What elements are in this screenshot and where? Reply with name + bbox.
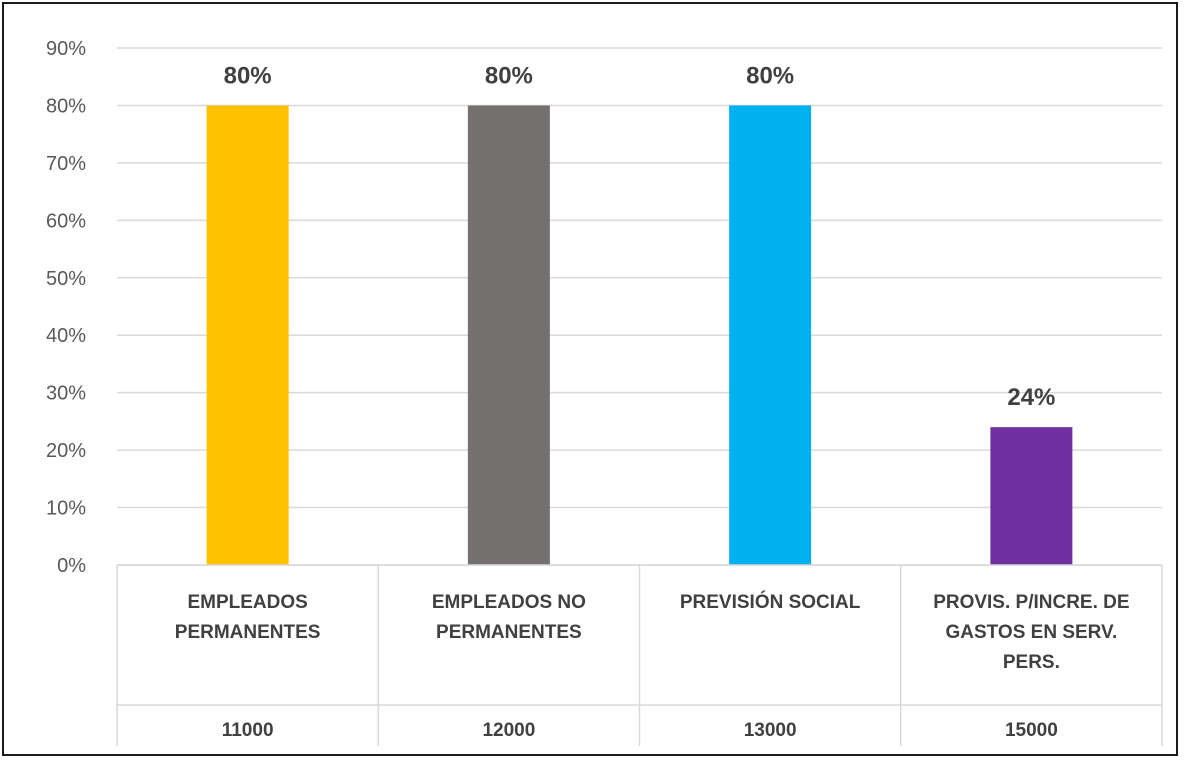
category-code-label: 11000: [222, 720, 274, 741]
bar-13000: [729, 105, 812, 565]
category-name-label: EMPLEADOS: [187, 592, 307, 613]
x-axis-category-table: EMPLEADOS PERMANENTES 11000 EMPLEADOS NO PER…: [116, 564, 1163, 746]
data-label: 80%: [746, 62, 794, 89]
y-tick-label: 70%: [46, 153, 86, 175]
y-tick-label: 60%: [46, 210, 86, 232]
y-tick-label: 30%: [46, 383, 86, 405]
y-tick-label: 50%: [46, 268, 86, 290]
data-label: 80%: [485, 62, 533, 89]
category-code-label: 15000: [1005, 720, 1058, 741]
category-name-label: PERMANENTES: [175, 622, 321, 643]
category-name-label: PERS.: [1003, 652, 1060, 673]
bar-15000: [990, 427, 1073, 565]
bars: [206, 105, 1073, 565]
data-labels: 80% 80% 80% 24%: [224, 62, 1056, 411]
y-tick-label: 10%: [46, 498, 86, 520]
category-code-label: 12000: [482, 720, 535, 741]
category-name-label: EMPLEADOS NO: [432, 592, 586, 613]
y-tick-label: 90%: [46, 38, 86, 60]
y-tick-label: 20%: [46, 440, 86, 462]
bar-chart: 0% 10% 20% 30% 40% 50% 60% 70% 80% 90% 80% 80% 80% 2…: [46, 38, 1163, 746]
data-label: 80%: [224, 62, 272, 89]
bar-12000: [467, 105, 550, 565]
category-name-label: PERMANENTES: [436, 622, 582, 643]
y-tick-label: 80%: [46, 95, 86, 117]
gridlines: [117, 47, 1162, 566]
category-name-label: GASTOS EN SERV.: [945, 622, 1117, 643]
category-name-label: PREVISIÓN SOCIAL: [680, 591, 861, 613]
y-tick-label: 40%: [46, 325, 86, 347]
bar-11000: [206, 105, 289, 565]
data-label: 24%: [1007, 384, 1055, 411]
category-name-label: PROVIS. P/INCRE. DE: [933, 592, 1129, 613]
y-axis-tick-labels: 0% 10% 20% 30% 40% 50% 60% 70% 80% 90%: [46, 38, 86, 577]
y-tick-label: 0%: [57, 555, 86, 577]
category-code-label: 13000: [744, 720, 797, 741]
